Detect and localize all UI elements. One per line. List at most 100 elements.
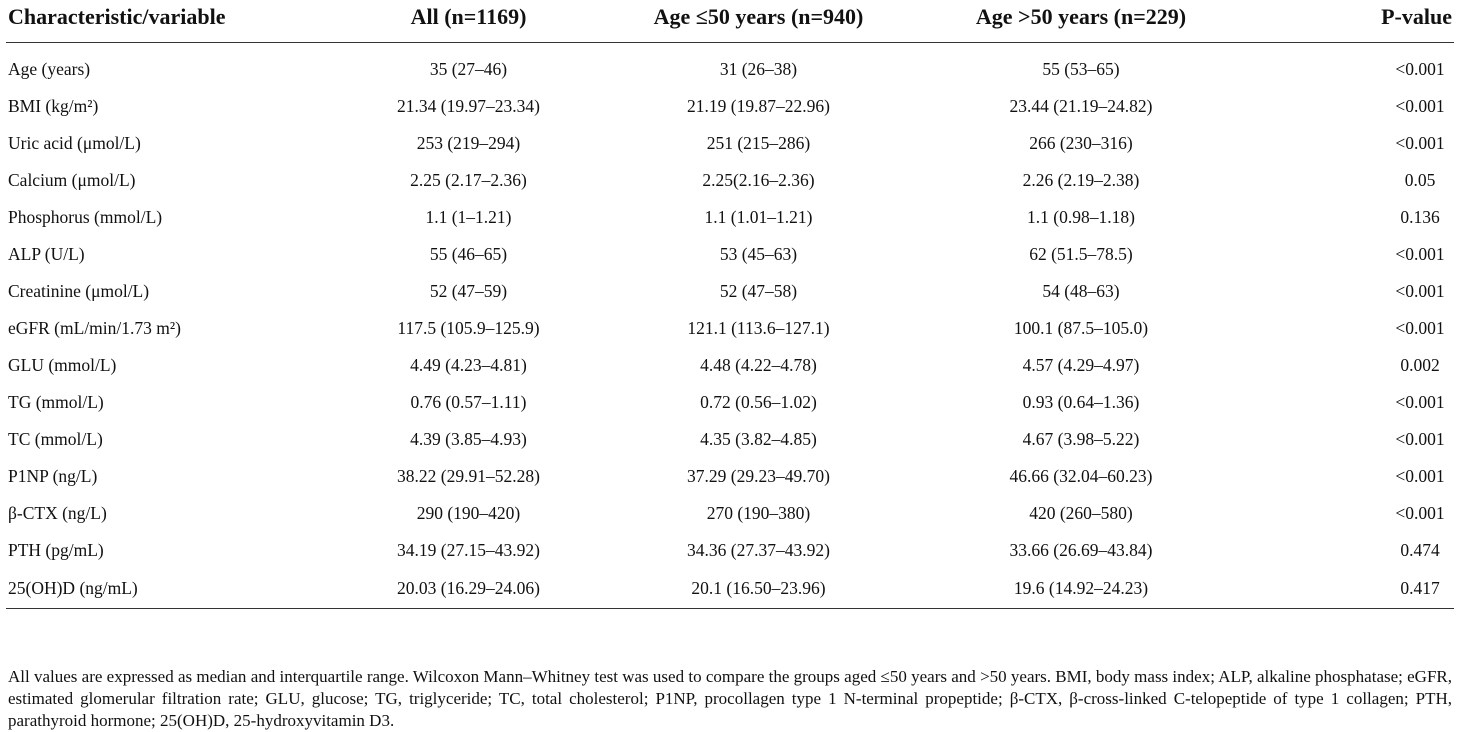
row-label: Creatinine (μmol/L) [8, 281, 150, 301]
row-label: P1NP (ng/L) [8, 466, 98, 486]
cell-p-value: <0.001 [1395, 244, 1445, 264]
cell-age-gt-50: 33.66 (26.69–43.84) [1009, 540, 1153, 560]
row-label: TC (mmol/L) [8, 429, 103, 449]
cell-age-le-50: 37.29 (29.23–49.70) [687, 466, 830, 486]
header-all: All (n=1169) [336, 0, 601, 43]
cell-age-gt-50: 19.6 (14.92–24.23) [916, 569, 1246, 609]
cell-age-gt-50: 2.26 (2.19–2.38) [1022, 170, 1140, 190]
cell-all: 21.34 (19.97–23.34) [397, 96, 540, 116]
cell-age-le-50: 4.35 (3.82–4.85) [700, 429, 817, 449]
cell-age-gt-50: 46.66 (32.04–60.23) [1009, 466, 1153, 486]
cell-all: 0.76 (0.57–1.11) [410, 392, 527, 412]
table-row: ALP (U/L) 55 (46–65) 53 (45–63) 62 (51.5–78… [6, 236, 1454, 273]
cell-age-le-50: 2.25(2.16–2.36) [702, 170, 815, 190]
cell-all: 20.03 (16.29–24.06) [336, 569, 601, 609]
cell-age-le-50: 21.19 (19.87–22.96) [687, 96, 830, 116]
cell-p-value: 0.136 [1400, 207, 1440, 227]
row-label: Age (years) [8, 59, 91, 79]
cell-p-value: <0.001 [1395, 318, 1445, 338]
table-row: eGFR (mL/min/1.73 m²) 117.5 (105.9–125.9)… [6, 310, 1454, 347]
cell-age-gt-50: 420 (260–580) [1029, 503, 1133, 523]
cell-age-gt-50: 0.93 (0.64–1.36) [1022, 392, 1140, 412]
table-row: 25(OH)D (ng/mL) 20.03 (16.29–24.06) 20.1 (… [6, 569, 1454, 609]
row-label: TG (mmol/L) [8, 392, 104, 412]
cell-age-gt-50: 23.44 (21.19–24.82) [1009, 96, 1153, 116]
characteristics-table: Characteristic/variable All (n=1169) Age… [6, 0, 1454, 609]
cell-all: 4.49 (4.23–4.81) [410, 355, 527, 375]
row-label: Uric acid (μmol/L) [8, 133, 141, 153]
cell-age-le-50: 4.48 (4.22–4.78) [700, 355, 817, 375]
cell-age-le-50: 31 (26–38) [719, 59, 798, 79]
table-row: PTH (pg/mL) 34.19 (27.15–43.92) 34.36 (27.… [6, 532, 1454, 569]
cell-p-value: <0.001 [1395, 59, 1445, 79]
cell-all: 52 (47–59) [429, 281, 508, 301]
table-row: P1NP (ng/L) 38.22 (29.91–52.28) 37.29 (29.… [6, 458, 1454, 495]
row-label: GLU (mmol/L) [8, 355, 117, 375]
cell-age-gt-50: 62 (51.5–78.5) [1029, 244, 1133, 264]
cell-all: 34.19 (27.15–43.92) [397, 540, 540, 560]
cell-p-value: <0.001 [1395, 503, 1445, 523]
cell-p-value: 0.474 [1400, 540, 1440, 560]
cell-all: 38.22 (29.91–52.28) [397, 466, 540, 486]
table-header: Characteristic/variable All (n=1169) Age… [6, 0, 1454, 43]
cell-age-le-50: 121.1 (113.6–127.1) [687, 318, 830, 338]
cell-all: 4.39 (3.85–4.93) [410, 429, 527, 449]
cell-all: 117.5 (105.9–125.9) [397, 318, 540, 338]
cell-age-gt-50: 100.1 (87.5–105.0) [1013, 318, 1149, 338]
row-label: Calcium (μmol/L) [8, 170, 136, 190]
cell-p-value: 0.417 [1246, 569, 1454, 609]
table-row: GLU (mmol/L) 4.49 (4.23–4.81) 4.48 (4.22–4… [6, 347, 1454, 384]
table-row: Uric acid (μmol/L) 253 (219–294) 251 (215–… [6, 125, 1454, 162]
cell-all: 290 (190–420) [416, 503, 521, 523]
cell-p-value: <0.001 [1395, 133, 1445, 153]
cell-p-value: 0.05 [1404, 170, 1436, 190]
cell-age-gt-50: 55 (53–65) [1042, 59, 1120, 79]
cell-age-le-50: 270 (190–380) [706, 503, 811, 523]
row-label: BMI (kg/m²) [8, 96, 99, 116]
row-label: 25(OH)D (ng/mL) [6, 569, 336, 609]
cell-p-value: <0.001 [1395, 429, 1445, 449]
cell-p-value: <0.001 [1395, 392, 1445, 412]
table-row: β-CTX (ng/L) 290 (190–420) 270 (190–380) 42… [6, 495, 1454, 532]
row-label: ALP (U/L) [8, 244, 85, 264]
row-label: PTH (pg/mL) [8, 540, 104, 560]
cell-age-le-50: 52 (47–58) [719, 281, 798, 301]
cell-age-gt-50: 4.67 (3.98–5.22) [1022, 429, 1140, 449]
cell-all: 55 (46–65) [429, 244, 508, 264]
cell-age-le-50: 53 (45–63) [719, 244, 798, 264]
row-label: Phosphorus (mmol/L) [8, 207, 163, 227]
cell-all: 253 (219–294) [416, 133, 521, 153]
cell-p-value: <0.001 [1395, 466, 1445, 486]
header-age-le-50: Age ≤50 years (n=940) [601, 0, 916, 43]
table-row: Age (years) 35 (27–46) 31 (26–38) 55 (53–65… [6, 43, 1454, 89]
cell-age-le-50: 20.1 (16.50–23.96) [601, 569, 916, 609]
cell-age-gt-50: 4.57 (4.29–4.97) [1022, 355, 1140, 375]
cell-age-le-50: 1.1 (1.01–1.21) [704, 207, 813, 227]
cell-age-gt-50: 1.1 (0.98–1.18) [1027, 207, 1135, 227]
header-p-value: P-value [1246, 0, 1454, 43]
table-row: TC (mmol/L) 4.39 (3.85–4.93) 4.35 (3.82–4.… [6, 421, 1454, 458]
cell-p-value: <0.001 [1395, 96, 1445, 116]
table-row: BMI (kg/m²) 21.34 (19.97–23.34) 21.19 (19.… [6, 88, 1454, 125]
table-row: Phosphorus (mmol/L) 1.1 (1–1.21) 1.1 (1.01… [6, 199, 1454, 236]
header-row: Characteristic/variable All (n=1169) Age… [6, 0, 1454, 43]
cell-age-le-50: 34.36 (27.37–43.92) [687, 540, 830, 560]
cell-age-le-50: 251 (215–286) [706, 133, 811, 153]
cell-age-le-50: 0.72 (0.56–1.02) [700, 392, 817, 412]
row-label: eGFR (mL/min/1.73 m²) [8, 318, 181, 338]
table-row: Creatinine (μmol/L) 52 (47–59) 52 (47–58) 5… [6, 273, 1454, 310]
cell-p-value: <0.001 [1395, 281, 1445, 301]
row-label: β-CTX (ng/L) [8, 503, 107, 523]
header-age-gt-50: Age >50 years (n=229) [916, 0, 1246, 43]
cell-age-gt-50: 266 (230–316) [1029, 133, 1133, 153]
cell-age-gt-50: 54 (48–63) [1042, 281, 1120, 301]
cell-all: 2.25 (2.17–2.36) [410, 170, 527, 190]
table-footnote: All values are expressed as median and i… [8, 667, 1452, 730]
table-body: Age (years) 35 (27–46) 31 (26–38) 55 (53–65… [6, 43, 1454, 609]
table-row: Calcium (μmol/L) 2.25 (2.17–2.36) 2.25(2.1… [6, 162, 1454, 199]
header-characteristic: Characteristic/variable [6, 0, 336, 43]
cell-all: 35 (27–46) [429, 59, 508, 79]
cell-all: 1.1 (1–1.21) [425, 207, 512, 227]
cell-p-value: 0.002 [1400, 355, 1440, 375]
